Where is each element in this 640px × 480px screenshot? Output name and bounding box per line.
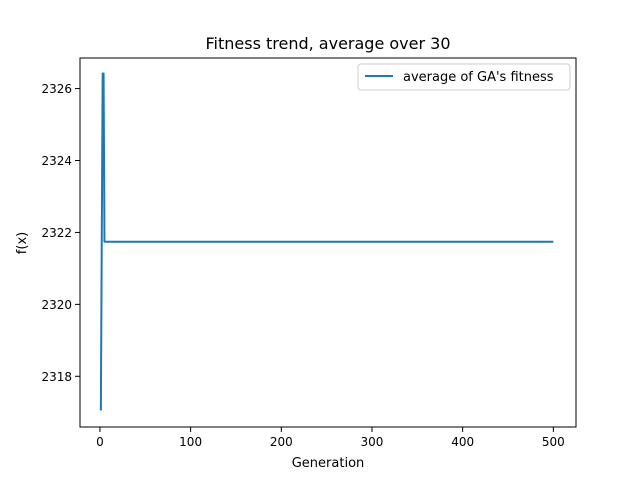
x-tick-label: 500: [542, 435, 565, 449]
y-tick-label: 2318: [41, 370, 72, 384]
x-tick-label: 0: [96, 435, 104, 449]
x-tick-label: 300: [361, 435, 384, 449]
y-axis-label: f(x): [15, 232, 30, 254]
x-tick-label: 400: [451, 435, 474, 449]
y-tick-label: 2322: [41, 226, 72, 240]
legend-label: average of GA's fitness: [403, 70, 554, 85]
y-tick-label: 2324: [41, 154, 72, 168]
x-axis-ticks: 0 100 200 300 400 500: [96, 427, 565, 449]
legend: average of GA's fitness: [357, 63, 571, 91]
y-tick-label: 2320: [41, 298, 72, 312]
x-axis-label: Generation: [292, 456, 365, 471]
series-line-0: [99, 72, 554, 411]
series-layer: [99, 72, 554, 411]
x-tick-label: 100: [179, 435, 202, 449]
y-tick-label: 2326: [41, 82, 72, 96]
x-tick-label: 200: [270, 435, 293, 449]
plot-frame: [79, 57, 577, 428]
chart-title: Fitness trend, average over 30: [205, 34, 450, 53]
legend-box: [357, 63, 571, 91]
y-axis-ticks: 2318 2320 2322 2324 2326: [41, 82, 80, 384]
